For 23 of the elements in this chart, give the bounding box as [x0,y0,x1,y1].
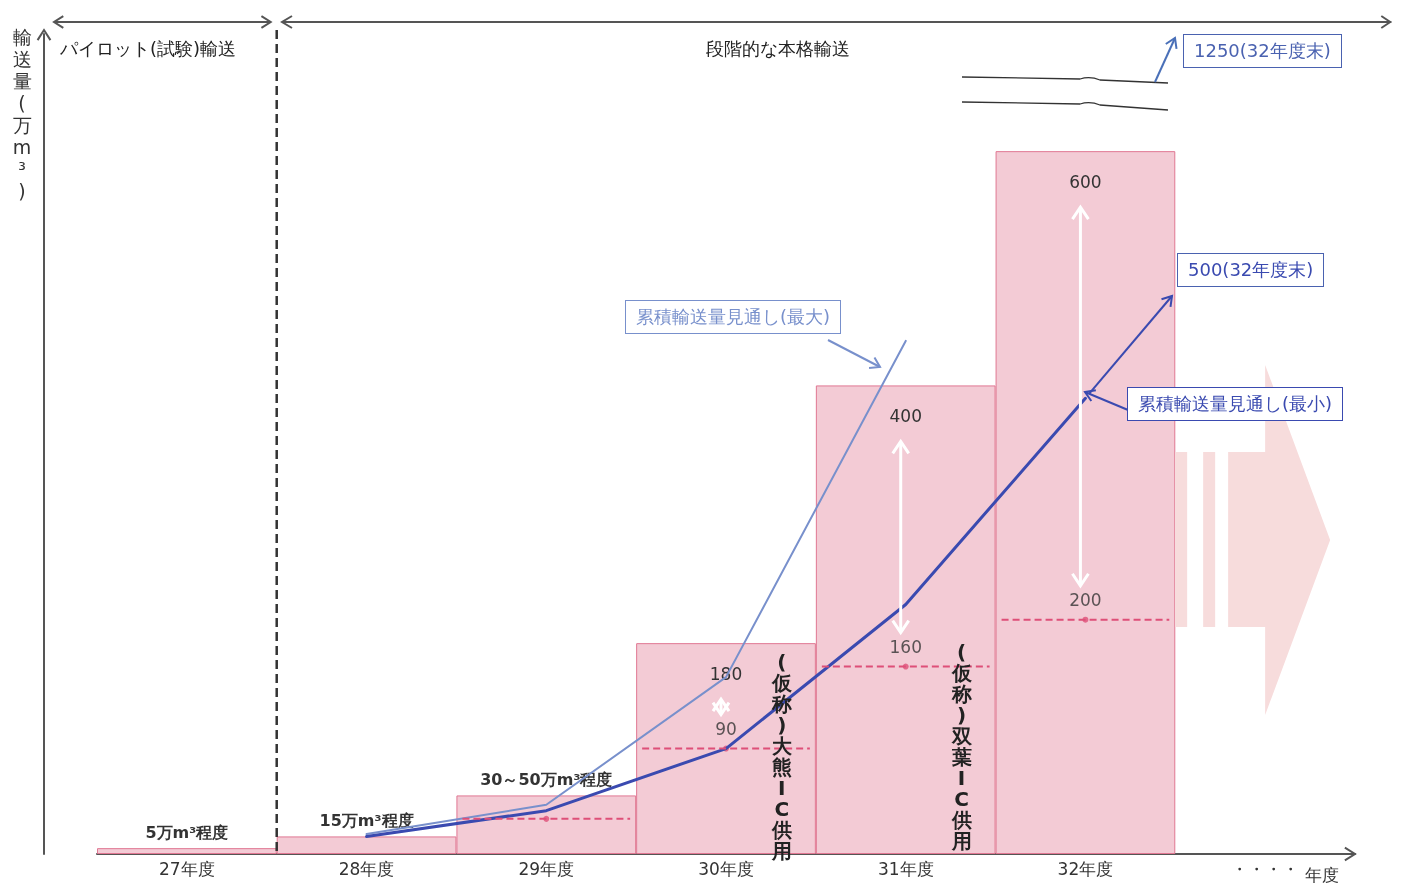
x-tick-label: 28年度 [338,858,395,879]
x-tick-label: 32年度 [1057,858,1114,879]
data-label: 90 [715,719,737,740]
data-label: 160 [889,637,922,658]
x-tick-label: ・・・・ [1231,858,1300,879]
text: パイロット(試験)輸送 [60,37,237,61]
data-label: 400 [889,405,922,426]
legend-label: 累積輸送量見通し(最小) [1127,387,1344,421]
data-label: 15万m³程度 [319,810,414,830]
text: 段階的な本格輸送 [705,37,850,61]
x-tick-label: 29年度 [518,858,575,879]
text: (仮称)双葉IC供用 [951,640,972,853]
y-axis-title: 輸送量(万m³) [11,26,33,202]
data-label: 200 [1069,590,1102,611]
x-tick-label: 31年度 [877,858,934,879]
text: 累積輸送量見通し(最大) [625,300,842,334]
x-tick-label: 30年度 [698,858,754,879]
data-label: 5万m³程度 [145,822,229,842]
annotation: 500(32年度末) [1177,253,1325,287]
x-tick-label: 27年度 [159,858,215,879]
text: 1250(32年度末) [1183,34,1342,68]
x-axis-title: 年度 [1305,864,1340,883]
data-label: 600 [1069,171,1102,192]
